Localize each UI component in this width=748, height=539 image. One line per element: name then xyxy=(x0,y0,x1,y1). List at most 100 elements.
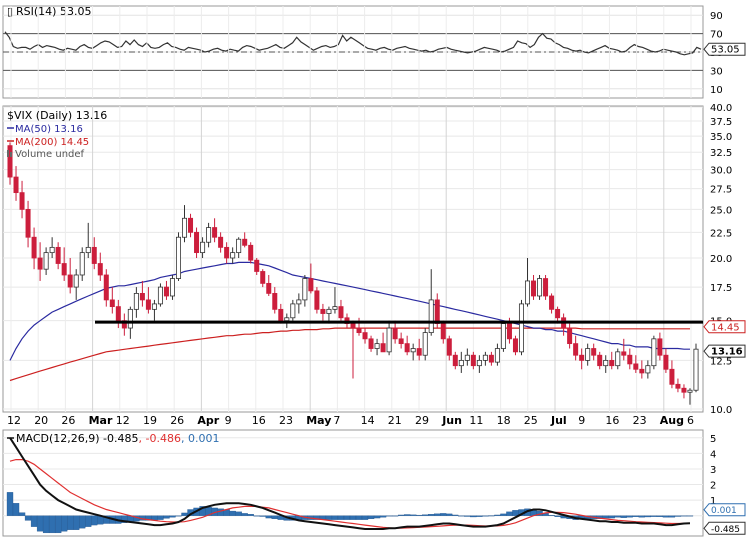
candle xyxy=(549,293,555,314)
macd-y-axis: 5 4 3 2 1 xyxy=(710,434,716,507)
candle-body xyxy=(663,354,669,370)
candle xyxy=(175,232,182,281)
macd-hist-bar xyxy=(259,515,266,517)
candle xyxy=(669,360,675,389)
date-tick-label: 23 xyxy=(279,414,293,427)
macd-signal-line xyxy=(9,459,691,529)
candle xyxy=(380,332,386,353)
candle xyxy=(681,384,687,399)
candle-body xyxy=(278,308,284,322)
candle-body xyxy=(85,246,91,254)
candle-body xyxy=(67,274,73,288)
candle xyxy=(254,258,260,275)
candle xyxy=(31,227,37,270)
candle-body xyxy=(338,306,344,319)
candle-body xyxy=(163,286,169,297)
macd-hist-bar xyxy=(464,515,471,517)
candle xyxy=(446,335,452,361)
price-tick-label: 17.5 xyxy=(710,283,732,294)
macd-hist-bar xyxy=(30,515,38,527)
candle-body xyxy=(206,227,212,243)
macd-hist-bar xyxy=(428,514,435,516)
date-tick-label: Jun xyxy=(441,414,462,427)
macd-line xyxy=(9,437,691,530)
candle-body xyxy=(392,327,398,340)
rsi-last-value: 53.05 xyxy=(711,45,740,56)
candle-body xyxy=(224,246,230,259)
candle-body xyxy=(506,323,512,340)
price-tick-label: 40.0 xyxy=(710,103,732,114)
candle xyxy=(157,283,163,307)
macd-last-value: -0.485 xyxy=(711,525,740,535)
candle-body xyxy=(43,252,49,270)
price-tick-label: 35.0 xyxy=(710,132,732,143)
macd-hist-bar xyxy=(36,515,44,532)
candle-body xyxy=(19,192,25,210)
candle xyxy=(482,351,488,366)
candle xyxy=(169,274,175,300)
candle xyxy=(500,320,506,352)
date-tick-label: 11 xyxy=(469,414,483,427)
rsi-panel: 9070503010 ▯ RSI(14) 53.05 53.05 xyxy=(2,5,746,99)
date-tick-label: 9 xyxy=(225,414,232,427)
date-tick-label: 29 xyxy=(415,414,429,427)
candle xyxy=(145,287,151,314)
date-tick-label: 7 xyxy=(333,414,340,427)
macd-hist-bar xyxy=(349,515,357,520)
date-tick-label: 14 xyxy=(361,414,375,427)
candle-body xyxy=(350,323,356,329)
rsi-legend-icon: ▯ xyxy=(7,5,13,18)
candle xyxy=(470,351,476,370)
macd-hist-bar xyxy=(67,515,74,530)
macd-hist-bar xyxy=(73,515,80,530)
candle xyxy=(37,242,43,281)
macd-hist-bar xyxy=(434,513,441,516)
ma200-legend-label: MA(200) 14.45 xyxy=(15,137,89,148)
macd-hist-bar xyxy=(169,515,176,518)
candle xyxy=(13,166,19,201)
macd-hist-bar xyxy=(42,515,50,534)
candle-body xyxy=(693,348,699,391)
macd-hist-bar xyxy=(343,515,351,520)
candle xyxy=(488,351,494,366)
macd-hist-bar xyxy=(373,515,381,519)
candle xyxy=(200,237,206,258)
date-tick-label: 26 xyxy=(170,414,184,427)
macd-tick-label: 5 xyxy=(710,434,716,445)
candle xyxy=(645,360,651,379)
candle-body xyxy=(145,299,151,310)
candle-body xyxy=(49,246,55,254)
candle xyxy=(621,338,627,361)
candle-body xyxy=(368,338,374,349)
candle-body xyxy=(633,363,639,370)
price-last-value-badge: 13.16 xyxy=(703,344,746,358)
macd-hist-bar xyxy=(674,515,682,517)
candle-body xyxy=(675,383,681,389)
macd-hist-bar xyxy=(662,515,670,518)
macd-hist-bar xyxy=(229,510,236,516)
rsi-series-line xyxy=(4,31,702,56)
candle-body xyxy=(242,238,248,246)
macd-hist-bar xyxy=(626,515,633,518)
candle-body xyxy=(236,238,242,254)
price-tick-label: 32.5 xyxy=(710,148,732,159)
candle-body xyxy=(500,323,506,349)
candle xyxy=(531,274,537,300)
candle-body xyxy=(458,359,464,367)
macd-hist-bar xyxy=(85,515,92,527)
candle-body xyxy=(175,236,182,279)
candle-body xyxy=(524,280,531,305)
candle xyxy=(97,252,103,281)
candle xyxy=(422,328,428,361)
candle xyxy=(543,274,549,300)
macd-tick-label: 4 xyxy=(710,449,716,460)
candle xyxy=(416,338,422,361)
candle xyxy=(476,355,482,373)
macd-hist-bar xyxy=(656,515,664,517)
candle xyxy=(573,335,579,361)
macd-hist-bar xyxy=(446,513,453,516)
candle-body xyxy=(296,299,302,305)
date-tick-label: Jul xyxy=(550,414,567,427)
macd-title: MACD(12,26,9) -0.485, -0.486, 0.001 xyxy=(16,432,219,445)
candle xyxy=(19,180,25,219)
